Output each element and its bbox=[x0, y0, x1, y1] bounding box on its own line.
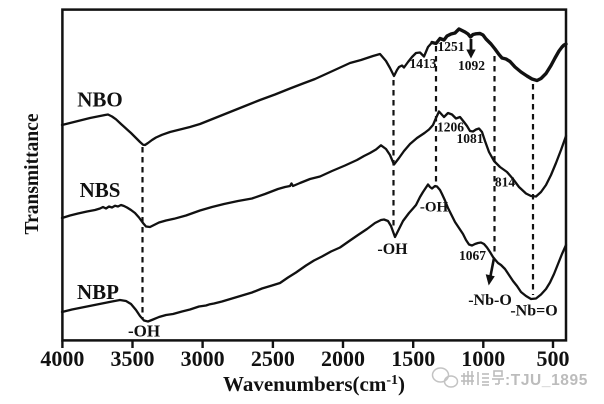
svg-text:-Nb-O: -Nb-O bbox=[468, 292, 512, 309]
svg-text:NBP: NBP bbox=[77, 280, 119, 304]
svg-text:1500: 1500 bbox=[391, 346, 435, 371]
svg-text:500: 500 bbox=[537, 346, 570, 371]
svg-text:-OH: -OH bbox=[420, 199, 449, 215]
svg-text:2500: 2500 bbox=[251, 346, 295, 371]
svg-text:3500: 3500 bbox=[111, 346, 155, 371]
svg-text:3000: 3000 bbox=[181, 346, 225, 371]
svg-text:NBO: NBO bbox=[77, 88, 123, 112]
svg-text:1413: 1413 bbox=[410, 56, 437, 71]
svg-text:Transmittance: Transmittance bbox=[22, 113, 43, 234]
svg-text:1092: 1092 bbox=[458, 58, 485, 73]
svg-text::TJU_1895: :TJU_1895 bbox=[505, 372, 588, 389]
svg-text:4000: 4000 bbox=[40, 346, 84, 371]
svg-text:1251: 1251 bbox=[438, 39, 465, 54]
svg-text:1000: 1000 bbox=[461, 346, 505, 371]
svg-text:-Nb=O: -Nb=O bbox=[510, 303, 557, 320]
svg-text:2000: 2000 bbox=[321, 346, 365, 371]
svg-text:NBS: NBS bbox=[80, 178, 121, 202]
svg-text:814: 814 bbox=[495, 175, 516, 190]
svg-text:1067: 1067 bbox=[459, 248, 486, 263]
svg-text:Wavenumbers(cm-1): Wavenumbers(cm-1) bbox=[223, 372, 405, 396]
svg-text:1081: 1081 bbox=[457, 131, 484, 146]
svg-text:1206: 1206 bbox=[437, 120, 464, 135]
svg-text:-OH: -OH bbox=[377, 241, 408, 258]
svg-text:-OH: -OH bbox=[128, 322, 160, 341]
